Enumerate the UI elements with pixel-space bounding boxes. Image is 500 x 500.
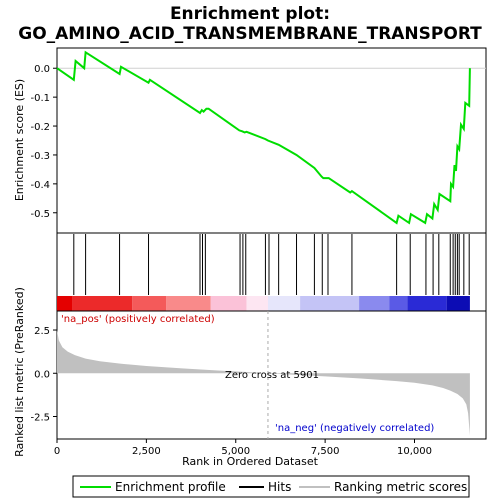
rank-color-band <box>359 296 390 311</box>
x-axis-label: Rank in Ordered Dataset <box>182 455 319 468</box>
x-tick-label: 10,000 <box>397 446 432 457</box>
rank-color-band <box>210 296 247 311</box>
metric-axis-label: Ranked list metric (PreRanked) <box>13 287 26 457</box>
rank-color-band <box>300 296 360 311</box>
x-tick-label: 5,000 <box>221 446 250 457</box>
es-tick-label: -0.5 <box>30 209 50 220</box>
legend-enrichment-label: Enrichment profile <box>115 480 226 494</box>
rank-color-band <box>72 296 133 311</box>
rank-color-band <box>57 296 73 311</box>
metric-tick-label: 0.0 <box>34 369 50 380</box>
legend-box <box>72 475 470 498</box>
metric-tick-label: 2.5 <box>34 326 50 337</box>
legend-hits-label: Hits <box>268 480 291 494</box>
rank-color-band <box>267 296 301 311</box>
chart-title-line1: Enrichment plot: <box>170 4 330 24</box>
enrichment-profile-line <box>56 50 471 225</box>
zero-cross-label: Zero cross at 5901 <box>225 370 319 381</box>
rank-color-band <box>132 296 167 311</box>
chart-title-line2: GO_AMINO_ACID_TRANSMEMBRANE_TRANSPORT <box>18 24 482 44</box>
positive-correlation-label: 'na_pos' (positively correlated) <box>61 314 215 325</box>
x-tick-label: 7,500 <box>311 446 340 457</box>
rank-color-band <box>389 296 408 311</box>
rank-color-band <box>166 296 211 311</box>
es-tick-label: -0.4 <box>30 180 50 191</box>
es-tick-label: -0.2 <box>30 122 50 133</box>
rank-color-band <box>446 296 470 311</box>
es-tick-label: 0.0 <box>34 64 50 75</box>
x-tick-label: 0 <box>54 446 60 457</box>
es-axis-label: Enrichment score (ES) <box>13 79 26 201</box>
x-tick-label: 2,500 <box>132 446 161 457</box>
legend-metric-label: Ranking metric scores <box>334 480 467 494</box>
es-panel-frame <box>56 47 487 234</box>
rank-color-band <box>246 296 268 311</box>
negative-correlation-label: 'na_neg' (negatively correlated) <box>275 423 434 434</box>
es-tick-label: -0.3 <box>30 151 50 162</box>
es-tick-label: -0.1 <box>30 93 50 104</box>
rank-color-band <box>407 296 447 311</box>
metric-tick-label: -2.5 <box>30 413 50 424</box>
